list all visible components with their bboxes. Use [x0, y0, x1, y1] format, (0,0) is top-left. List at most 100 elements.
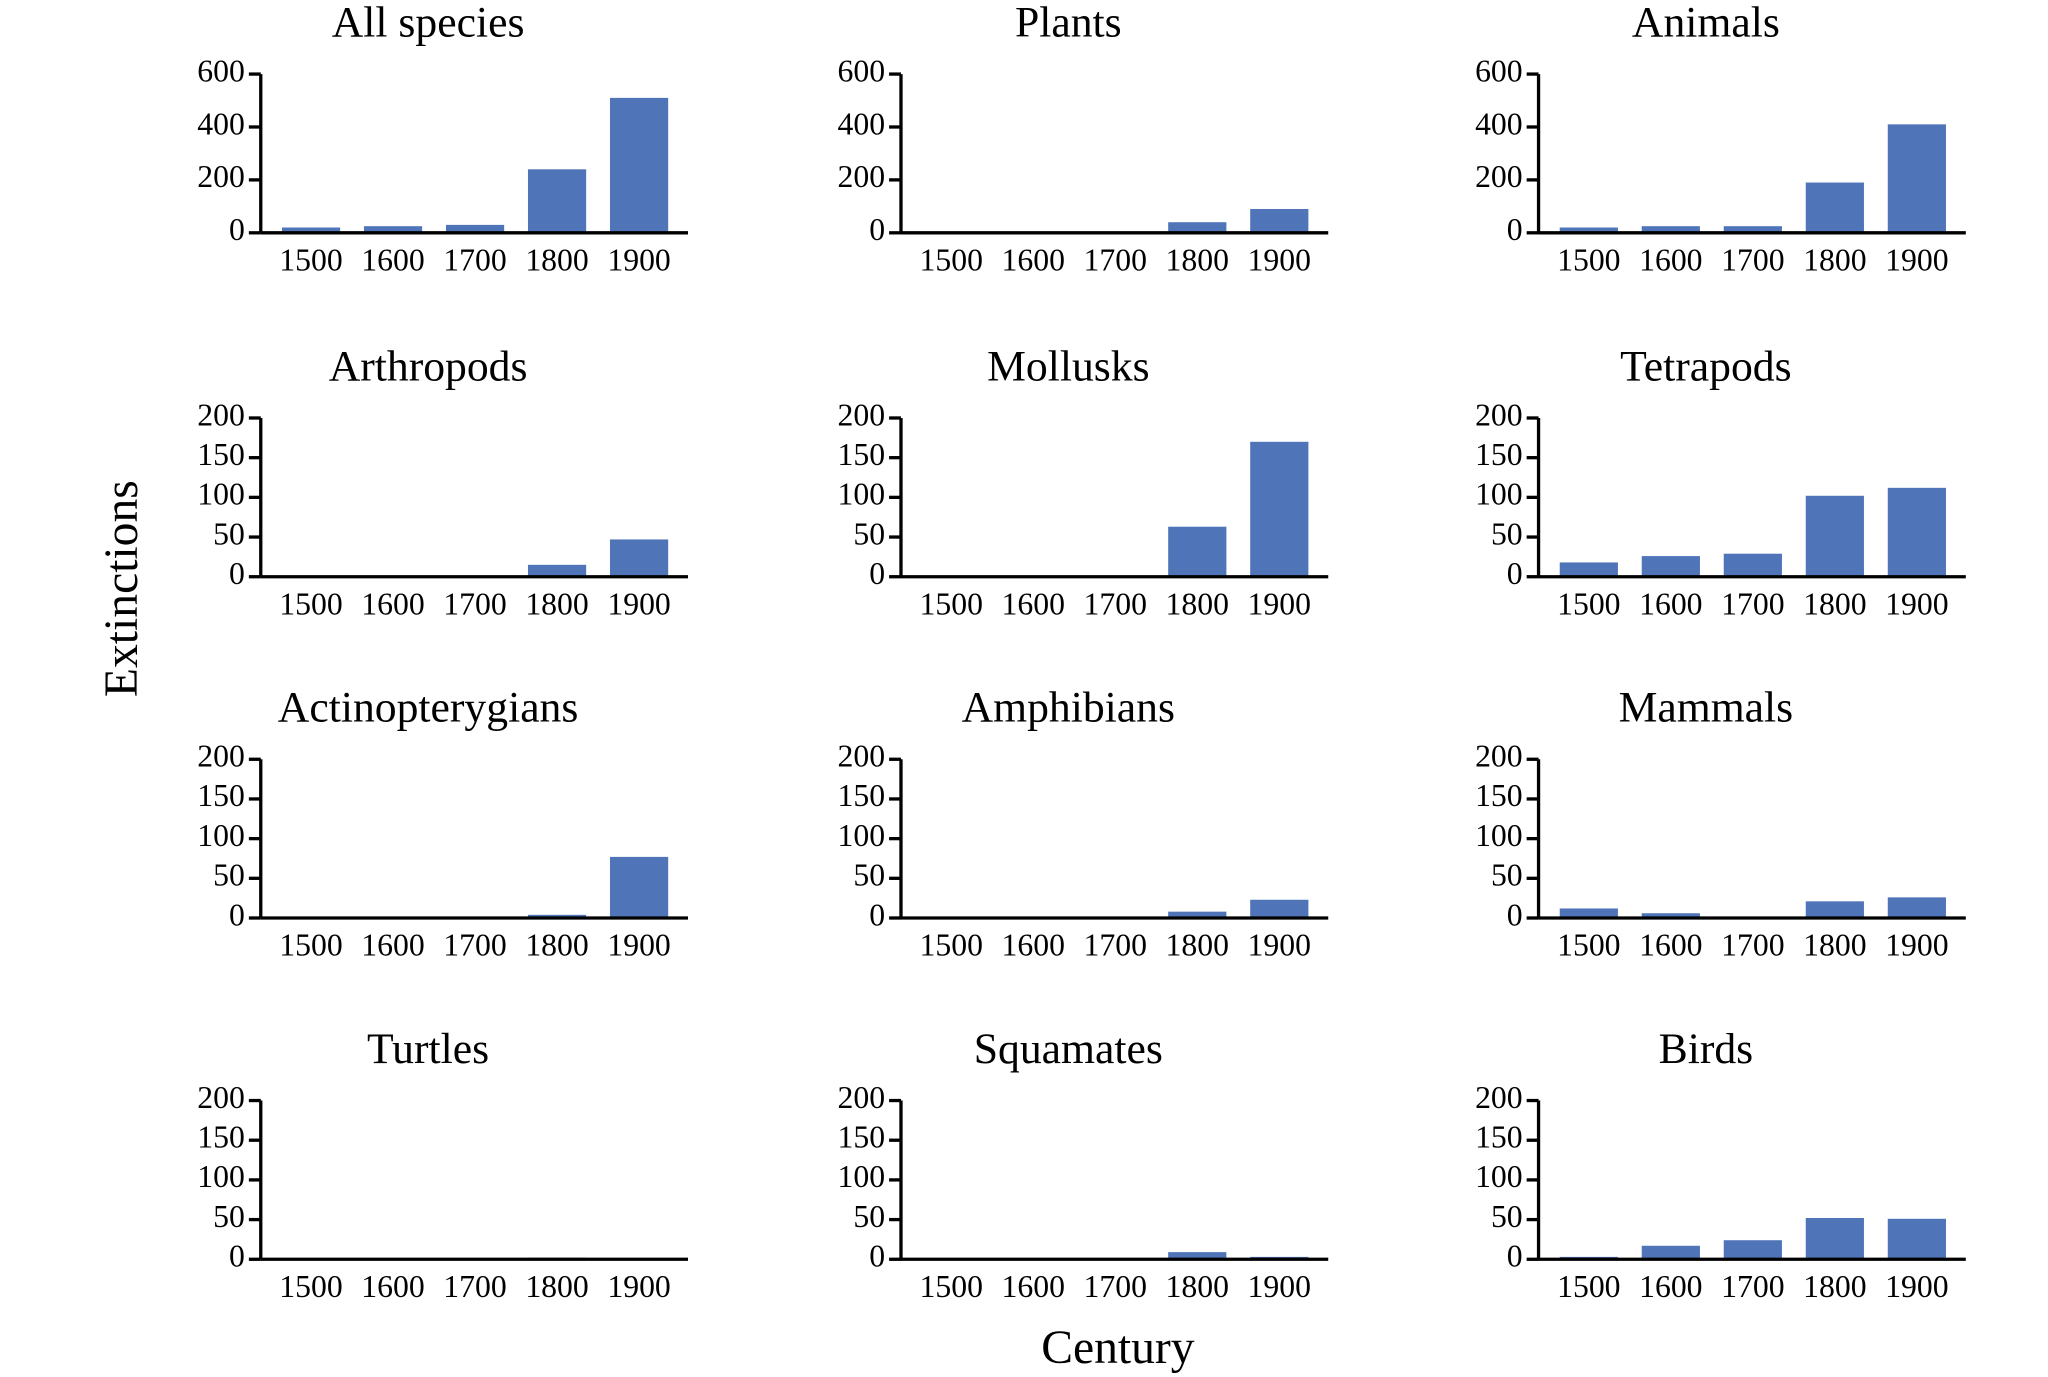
- x-tick-label: 1900: [1885, 586, 1948, 621]
- x-tick-label: 1800: [1166, 243, 1229, 278]
- y-tick-label: 150: [197, 437, 245, 472]
- x-tick-label: 1500: [1557, 928, 1620, 963]
- y-tick-label: 0: [1507, 1239, 1523, 1274]
- x-tick-label: 1700: [443, 928, 506, 963]
- bar: [527, 169, 587, 233]
- bar: [1559, 227, 1618, 233]
- y-tick-label: 0: [869, 556, 885, 591]
- y-tick-label: 0: [869, 1239, 885, 1274]
- y-tick-label: 50: [1491, 516, 1523, 551]
- chart-title: Plants: [1015, 0, 1122, 46]
- bar: [609, 539, 669, 577]
- x-tick-label: 1600: [361, 243, 424, 278]
- bar: [1887, 487, 1946, 577]
- x-tick-label: 1600: [1002, 586, 1065, 621]
- y-tick-label: 100: [1475, 477, 1523, 512]
- x-tick-label: 1800: [1166, 1269, 1229, 1304]
- y-tick-label: 200: [838, 1080, 886, 1115]
- bar: [1723, 1240, 1782, 1260]
- y-tick-label: 200: [838, 397, 886, 432]
- bar: [609, 856, 669, 918]
- y-tick-label: 150: [197, 778, 245, 813]
- y-tick-label: 50: [853, 516, 885, 551]
- x-tick-label: 1500: [279, 243, 342, 278]
- x-tick-label: 1900: [1248, 928, 1311, 963]
- x-tick-label: 1600: [1002, 928, 1065, 963]
- bar: [1250, 441, 1309, 577]
- y-tick-label: 150: [1475, 1120, 1523, 1155]
- x-tick-label: 1900: [1885, 928, 1948, 963]
- y-tick-label: 150: [197, 1120, 245, 1155]
- y-tick-label: 50: [1491, 1199, 1523, 1234]
- y-tick-label: 200: [1475, 397, 1523, 432]
- bar: [1805, 495, 1864, 577]
- bar: [1887, 124, 1946, 233]
- y-tick-label: 600: [197, 53, 245, 88]
- x-tick-label: 1600: [1639, 243, 1702, 278]
- bar: [281, 227, 341, 233]
- y-tick-label: 400: [197, 106, 245, 141]
- x-tick-label: 1700: [443, 586, 506, 621]
- bar: [1805, 182, 1864, 233]
- bar: [1250, 899, 1309, 918]
- bar: [1887, 1218, 1946, 1260]
- y-axis-title: Extinctions: [96, 480, 148, 697]
- y-tick-label: 0: [1507, 212, 1523, 247]
- bar: [1168, 526, 1227, 577]
- y-tick-label: 150: [838, 437, 886, 472]
- chart-title: Squamates: [974, 1025, 1163, 1073]
- x-tick-label: 1700: [1721, 1269, 1784, 1304]
- x-tick-label: 1800: [525, 1269, 588, 1304]
- x-tick-label: 1800: [1166, 928, 1229, 963]
- chart-title: Tetrapods: [1620, 342, 1791, 390]
- x-tick-label: 1500: [920, 928, 983, 963]
- x-tick-label: 1500: [279, 586, 342, 621]
- x-tick-label: 1700: [1084, 1269, 1147, 1304]
- y-tick-label: 200: [197, 739, 245, 774]
- y-tick-label: 200: [1475, 159, 1523, 194]
- x-tick-label: 1500: [1557, 586, 1620, 621]
- y-tick-label: 100: [1475, 1159, 1523, 1194]
- y-tick-label: 400: [1475, 106, 1523, 141]
- y-tick-label: 100: [197, 477, 245, 512]
- x-tick-label: 1700: [1084, 928, 1147, 963]
- y-tick-label: 100: [838, 1159, 886, 1194]
- x-tick-label: 1500: [920, 243, 983, 278]
- x-tick-label: 1800: [1803, 586, 1866, 621]
- y-tick-label: 150: [838, 778, 886, 813]
- y-tick-label: 0: [1507, 556, 1523, 591]
- x-tick-label: 1700: [443, 243, 506, 278]
- bar: [1168, 222, 1227, 233]
- x-tick-label: 1800: [1803, 1269, 1866, 1304]
- bar: [1805, 1218, 1864, 1260]
- chart-title: Turtles: [367, 1025, 489, 1073]
- x-tick-label: 1900: [1248, 1269, 1311, 1304]
- x-tick-label: 1700: [1721, 928, 1784, 963]
- y-tick-label: 0: [869, 897, 885, 932]
- y-tick-label: 50: [1491, 858, 1523, 893]
- x-tick-label: 1900: [1248, 243, 1311, 278]
- y-tick-label: 100: [1475, 818, 1523, 853]
- bar: [1641, 913, 1700, 918]
- x-tick-label: 1900: [1885, 1269, 1948, 1304]
- y-tick-label: 50: [213, 516, 245, 551]
- x-tick-label: 1700: [443, 1269, 506, 1304]
- chart-title: Arthropods: [329, 342, 528, 390]
- y-tick-label: 200: [838, 159, 886, 194]
- bar: [363, 226, 423, 233]
- bar: [1723, 553, 1782, 577]
- y-tick-label: 50: [853, 1199, 885, 1234]
- x-tick-label: 1800: [525, 928, 588, 963]
- x-tick-label: 1800: [1803, 928, 1866, 963]
- y-tick-label: 0: [229, 556, 245, 591]
- x-tick-label: 1900: [607, 1269, 670, 1304]
- y-tick-label: 150: [1475, 437, 1523, 472]
- y-tick-label: 100: [838, 818, 886, 853]
- y-tick-label: 50: [213, 1199, 245, 1234]
- x-tick-label: 1800: [1803, 243, 1866, 278]
- y-tick-label: 200: [838, 739, 886, 774]
- y-tick-label: 200: [197, 1080, 245, 1115]
- y-tick-label: 600: [838, 53, 886, 88]
- x-tick-label: 1600: [1639, 928, 1702, 963]
- bar: [1805, 901, 1864, 918]
